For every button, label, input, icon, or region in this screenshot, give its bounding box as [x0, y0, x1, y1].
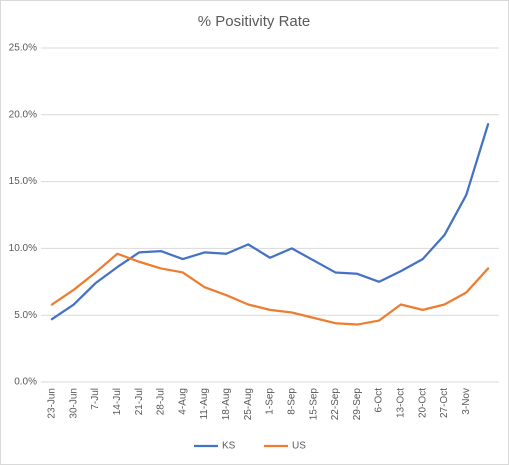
x-tick-label: 21-Jul — [134, 388, 145, 415]
x-tick-label: 28-Jul — [156, 388, 167, 415]
series-line — [50, 252, 490, 326]
chart-title: % Positivity Rate — [198, 13, 311, 30]
x-tick-label: 27-Oct — [439, 388, 450, 418]
x-tick-label: 3-Nov — [461, 388, 472, 415]
x-tick-label: 11-Aug — [199, 388, 210, 420]
x-tick-label: 23-Jun — [47, 388, 58, 419]
y-tick-label: 10.0% — [9, 243, 37, 254]
x-tick-label: 8-Sep — [286, 388, 297, 415]
y-tick-label: 20.0% — [9, 109, 37, 120]
x-tick-label: 1-Sep — [265, 388, 276, 415]
x-tick-label: 4-Aug — [177, 388, 188, 415]
x-tick-label: 15-Sep — [308, 388, 319, 421]
x-tick-label: 29-Sep — [352, 388, 363, 421]
legend-label: US — [292, 441, 306, 452]
y-tick-label: 0.0% — [14, 377, 37, 388]
x-tick-label: 13-Oct — [395, 388, 406, 418]
x-tick-label: 18-Aug — [221, 388, 232, 420]
x-tick-label: 25-Aug — [243, 388, 254, 420]
y-tick-label: 15.0% — [9, 176, 37, 187]
y-tick-label: 5.0% — [14, 310, 37, 321]
x-tick-label: 14-Jul — [112, 388, 123, 415]
series-line — [50, 123, 490, 321]
legend-label: KS — [222, 441, 236, 452]
x-tick-label: 7-Jul — [90, 388, 101, 410]
y-tick-label: 25.0% — [9, 43, 37, 54]
x-tick-label: 22-Sep — [330, 388, 341, 421]
x-tick-label: 30-Jun — [68, 388, 79, 419]
x-tick-label: 20-Oct — [417, 388, 428, 418]
x-tick-label: 6-Oct — [374, 388, 385, 413]
